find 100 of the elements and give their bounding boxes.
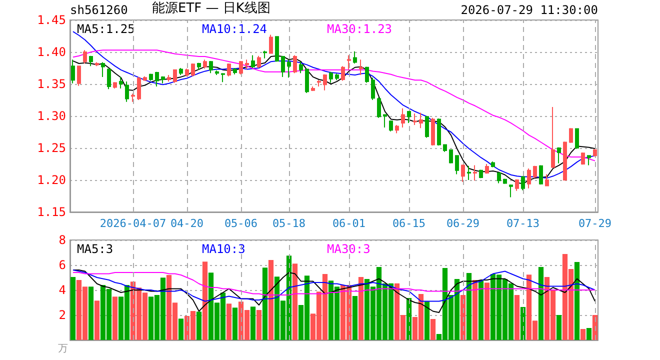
candlestick xyxy=(347,54,351,70)
candlestick xyxy=(533,165,537,179)
candlestick xyxy=(179,68,183,76)
candlestick xyxy=(83,50,87,64)
bar xyxy=(538,267,544,340)
candlestick xyxy=(281,56,285,78)
candlestick xyxy=(581,152,585,166)
candlestick xyxy=(101,62,105,78)
candlestick xyxy=(227,63,231,77)
y-tick-label: 2 xyxy=(58,308,66,322)
candlestick xyxy=(563,141,567,180)
candlestick xyxy=(461,164,465,182)
candlestick xyxy=(317,80,321,88)
candlestick xyxy=(401,108,405,128)
candlestick xyxy=(173,69,177,84)
y-tick-label: 4 xyxy=(58,283,66,297)
line-series xyxy=(72,272,596,296)
bar xyxy=(580,329,586,340)
line-series xyxy=(72,270,596,313)
y-tick-label: 8 xyxy=(58,233,66,247)
candlestick xyxy=(269,34,273,54)
text: MA10:1.24 xyxy=(202,22,268,36)
text: MA10:3 xyxy=(202,242,246,256)
candlestick xyxy=(305,68,309,94)
candlestick xyxy=(569,128,573,144)
candlestick xyxy=(137,76,141,100)
bar xyxy=(112,296,118,340)
bar xyxy=(358,277,364,340)
candlestick xyxy=(257,55,261,68)
candlestick xyxy=(515,178,519,192)
bar xyxy=(70,277,76,340)
candlestick xyxy=(587,155,591,166)
candlestick xyxy=(245,59,249,70)
candlestick xyxy=(95,62,99,67)
bar xyxy=(472,280,478,340)
candlestick xyxy=(455,155,459,175)
x-tick-label: 2026-04-07 xyxy=(100,217,166,230)
candlestick xyxy=(251,54,255,68)
bar xyxy=(556,315,562,340)
candlestick xyxy=(215,70,219,76)
candlestick xyxy=(233,68,237,75)
candlestick xyxy=(155,71,159,88)
candlestick xyxy=(377,96,381,118)
bar xyxy=(478,280,484,340)
line-series xyxy=(72,270,596,302)
x-tick-label: 07-13 xyxy=(506,217,540,230)
candlestick xyxy=(89,55,93,67)
bar xyxy=(250,306,256,340)
bar xyxy=(268,260,274,340)
y-axis-title: 万 xyxy=(58,344,68,354)
candlestick xyxy=(431,117,435,146)
candlestick xyxy=(119,76,123,89)
candlestick xyxy=(521,176,525,191)
line-series xyxy=(72,55,596,184)
bar xyxy=(262,268,268,340)
candlestick xyxy=(125,80,129,102)
candlestick xyxy=(425,116,429,138)
candlestick xyxy=(419,112,423,129)
candlestick xyxy=(71,59,75,84)
bar xyxy=(586,328,592,340)
candlestick xyxy=(389,120,393,132)
line-series xyxy=(72,50,596,162)
candlestick xyxy=(467,165,471,180)
bar xyxy=(232,308,238,340)
bar xyxy=(466,273,472,340)
y-tick-label: 1.30 xyxy=(37,109,66,123)
y-tick-label: 6 xyxy=(58,258,66,272)
candlestick xyxy=(185,68,189,77)
candlestick xyxy=(539,164,543,185)
bar xyxy=(484,282,490,340)
candlestick xyxy=(311,86,315,92)
candlestick xyxy=(383,114,387,128)
candlestick xyxy=(191,63,195,77)
candlestick xyxy=(557,146,561,164)
candlestick xyxy=(395,124,399,134)
text: MA5:1.25 xyxy=(77,22,135,36)
text: 2026-07-29 11:30:00 xyxy=(460,3,598,17)
x-tick-label: 06-15 xyxy=(392,217,426,230)
y-tick-label: 1.45 xyxy=(37,13,66,27)
candlestick xyxy=(407,111,411,124)
bar xyxy=(196,312,202,340)
candlestick xyxy=(449,149,453,164)
candlestick xyxy=(575,128,579,150)
bar xyxy=(226,304,232,340)
candlestick xyxy=(491,160,495,168)
y-tick-label: 1.35 xyxy=(37,77,66,91)
candlestick xyxy=(335,73,339,81)
candlestick xyxy=(299,61,303,74)
candlestick xyxy=(437,118,441,146)
bar xyxy=(292,264,298,340)
candlestick xyxy=(551,106,555,168)
y-tick-label: 1.15 xyxy=(37,205,66,219)
bar xyxy=(424,302,430,340)
bar xyxy=(94,300,100,340)
candlestick xyxy=(209,60,213,74)
candlestick xyxy=(371,77,375,100)
bar xyxy=(256,310,262,340)
series-label: MA5:3 xyxy=(77,242,114,256)
bar xyxy=(514,295,520,340)
candlestick xyxy=(131,93,135,102)
